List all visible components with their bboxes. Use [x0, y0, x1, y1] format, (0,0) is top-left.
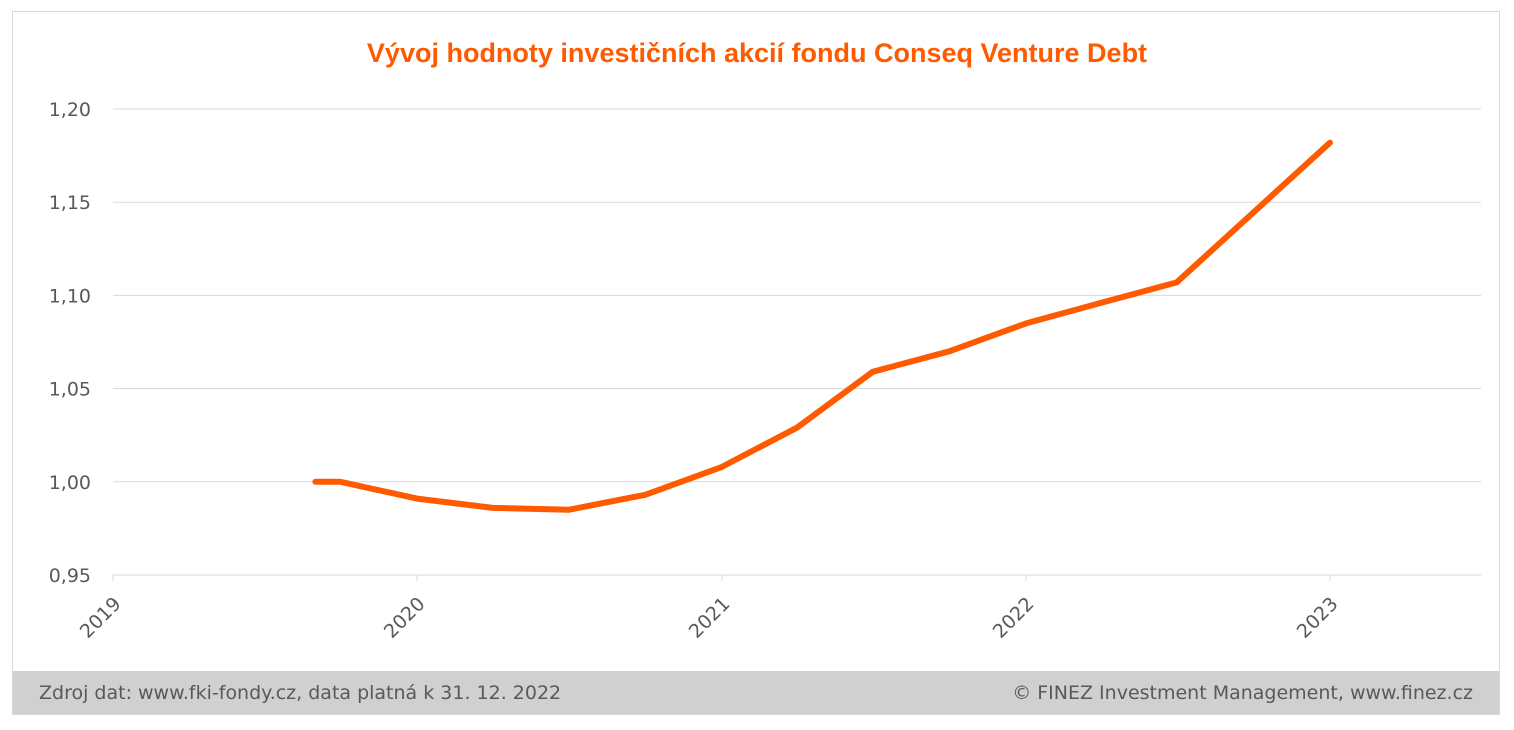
- y-tick-label: 0,95: [49, 565, 91, 587]
- x-tick-label: 2023: [1293, 593, 1343, 643]
- source-note: Zdroj dat: www.fki-fondy.cz, data platná…: [39, 682, 562, 704]
- y-tick-label: 1,20: [49, 99, 91, 121]
- y-tick-label: 1,10: [49, 285, 91, 307]
- footer-bar: Zdroj dat: www.fki-fondy.cz, data platná…: [13, 671, 1499, 714]
- series-line: [312, 139, 1333, 513]
- chart-title: Vývoj hodnoty investičních akcií fondu C…: [366, 38, 1148, 68]
- chart-frame: [12, 11, 1500, 715]
- y-tick-label: 1,15: [49, 192, 91, 214]
- y-tick-label: 1,00: [49, 472, 91, 494]
- x-tick-label: 2020: [380, 593, 430, 643]
- x-tick-label: 2021: [685, 593, 735, 643]
- x-tick-label: 2019: [76, 593, 126, 643]
- copyright-note: © FINEZ Investment Management, www.finez…: [1012, 682, 1473, 704]
- x-tick-label: 2022: [989, 593, 1039, 643]
- y-tick-label: 1,05: [49, 379, 91, 401]
